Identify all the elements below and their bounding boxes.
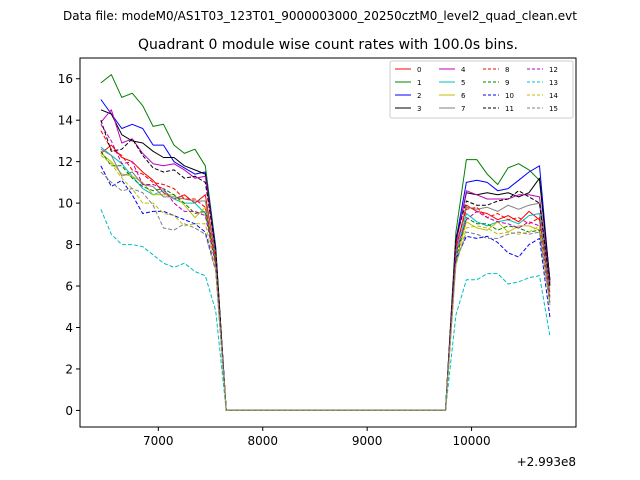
legend-label-7: 7 <box>461 105 465 113</box>
y-tick-label: 0 <box>65 404 73 418</box>
series-line-7 <box>100 148 551 411</box>
legend-label-1: 1 <box>417 79 421 87</box>
legend-label-5: 5 <box>461 79 465 87</box>
series-line-9 <box>100 151 551 411</box>
chart-title: Quadrant 0 module wise count rates with … <box>138 37 518 53</box>
series-line-1 <box>100 74 551 411</box>
series-line-14 <box>100 155 551 411</box>
series-line-13 <box>100 209 551 411</box>
legend-label-4: 4 <box>461 66 466 74</box>
legend-label-14: 14 <box>549 92 558 100</box>
x-tick-label: 10000 <box>452 434 490 448</box>
plot-frame <box>79 57 577 428</box>
x-offset-label: +2.993e8 <box>517 455 576 469</box>
y-axis: 0 2 4 6 8 10 12 14 16 <box>58 72 80 418</box>
legend-label-3: 3 <box>417 105 421 113</box>
y-tick-label: 10 <box>58 197 73 211</box>
legend-label-6: 6 <box>461 92 466 100</box>
x-tick-label: 9000 <box>352 434 383 448</box>
y-tick-label: 4 <box>65 321 73 335</box>
series-line-15 <box>100 171 551 411</box>
legend-label-0: 0 <box>417 66 421 74</box>
legend-label-10: 10 <box>505 92 514 100</box>
legend-box <box>389 60 574 119</box>
legend-label-13: 13 <box>549 79 558 87</box>
x-tick-label: 7000 <box>143 434 174 448</box>
legend-label-11: 11 <box>505 105 514 113</box>
legend-label-15: 15 <box>549 105 558 113</box>
y-tick-label: 12 <box>58 155 73 169</box>
legend-label-9: 9 <box>505 79 509 87</box>
series-line-4 <box>100 109 551 411</box>
legend-label-12: 12 <box>549 66 558 74</box>
legend-label-2: 2 <box>417 92 421 100</box>
series-line-11 <box>100 120 551 411</box>
y-tick-label: 14 <box>58 114 73 128</box>
series-line-3 <box>100 109 551 411</box>
y-tick-label: 8 <box>65 238 73 252</box>
y-tick-label: 2 <box>65 362 73 376</box>
series-line-2 <box>100 99 551 411</box>
legend-label-8: 8 <box>505 66 509 74</box>
series-line-8 <box>100 130 551 411</box>
y-tick-label: 6 <box>65 280 73 294</box>
series-line-10 <box>100 165 551 411</box>
y-tick-label: 16 <box>58 72 73 86</box>
chart-suptitle: Data file: modeM0/AS1T03_123T01_90000030… <box>63 9 577 23</box>
x-axis: 7000 8000 9000 10000 <box>143 427 491 448</box>
x-tick-label: 8000 <box>247 434 278 448</box>
series-lines <box>100 74 551 411</box>
series-line-0 <box>100 144 551 411</box>
